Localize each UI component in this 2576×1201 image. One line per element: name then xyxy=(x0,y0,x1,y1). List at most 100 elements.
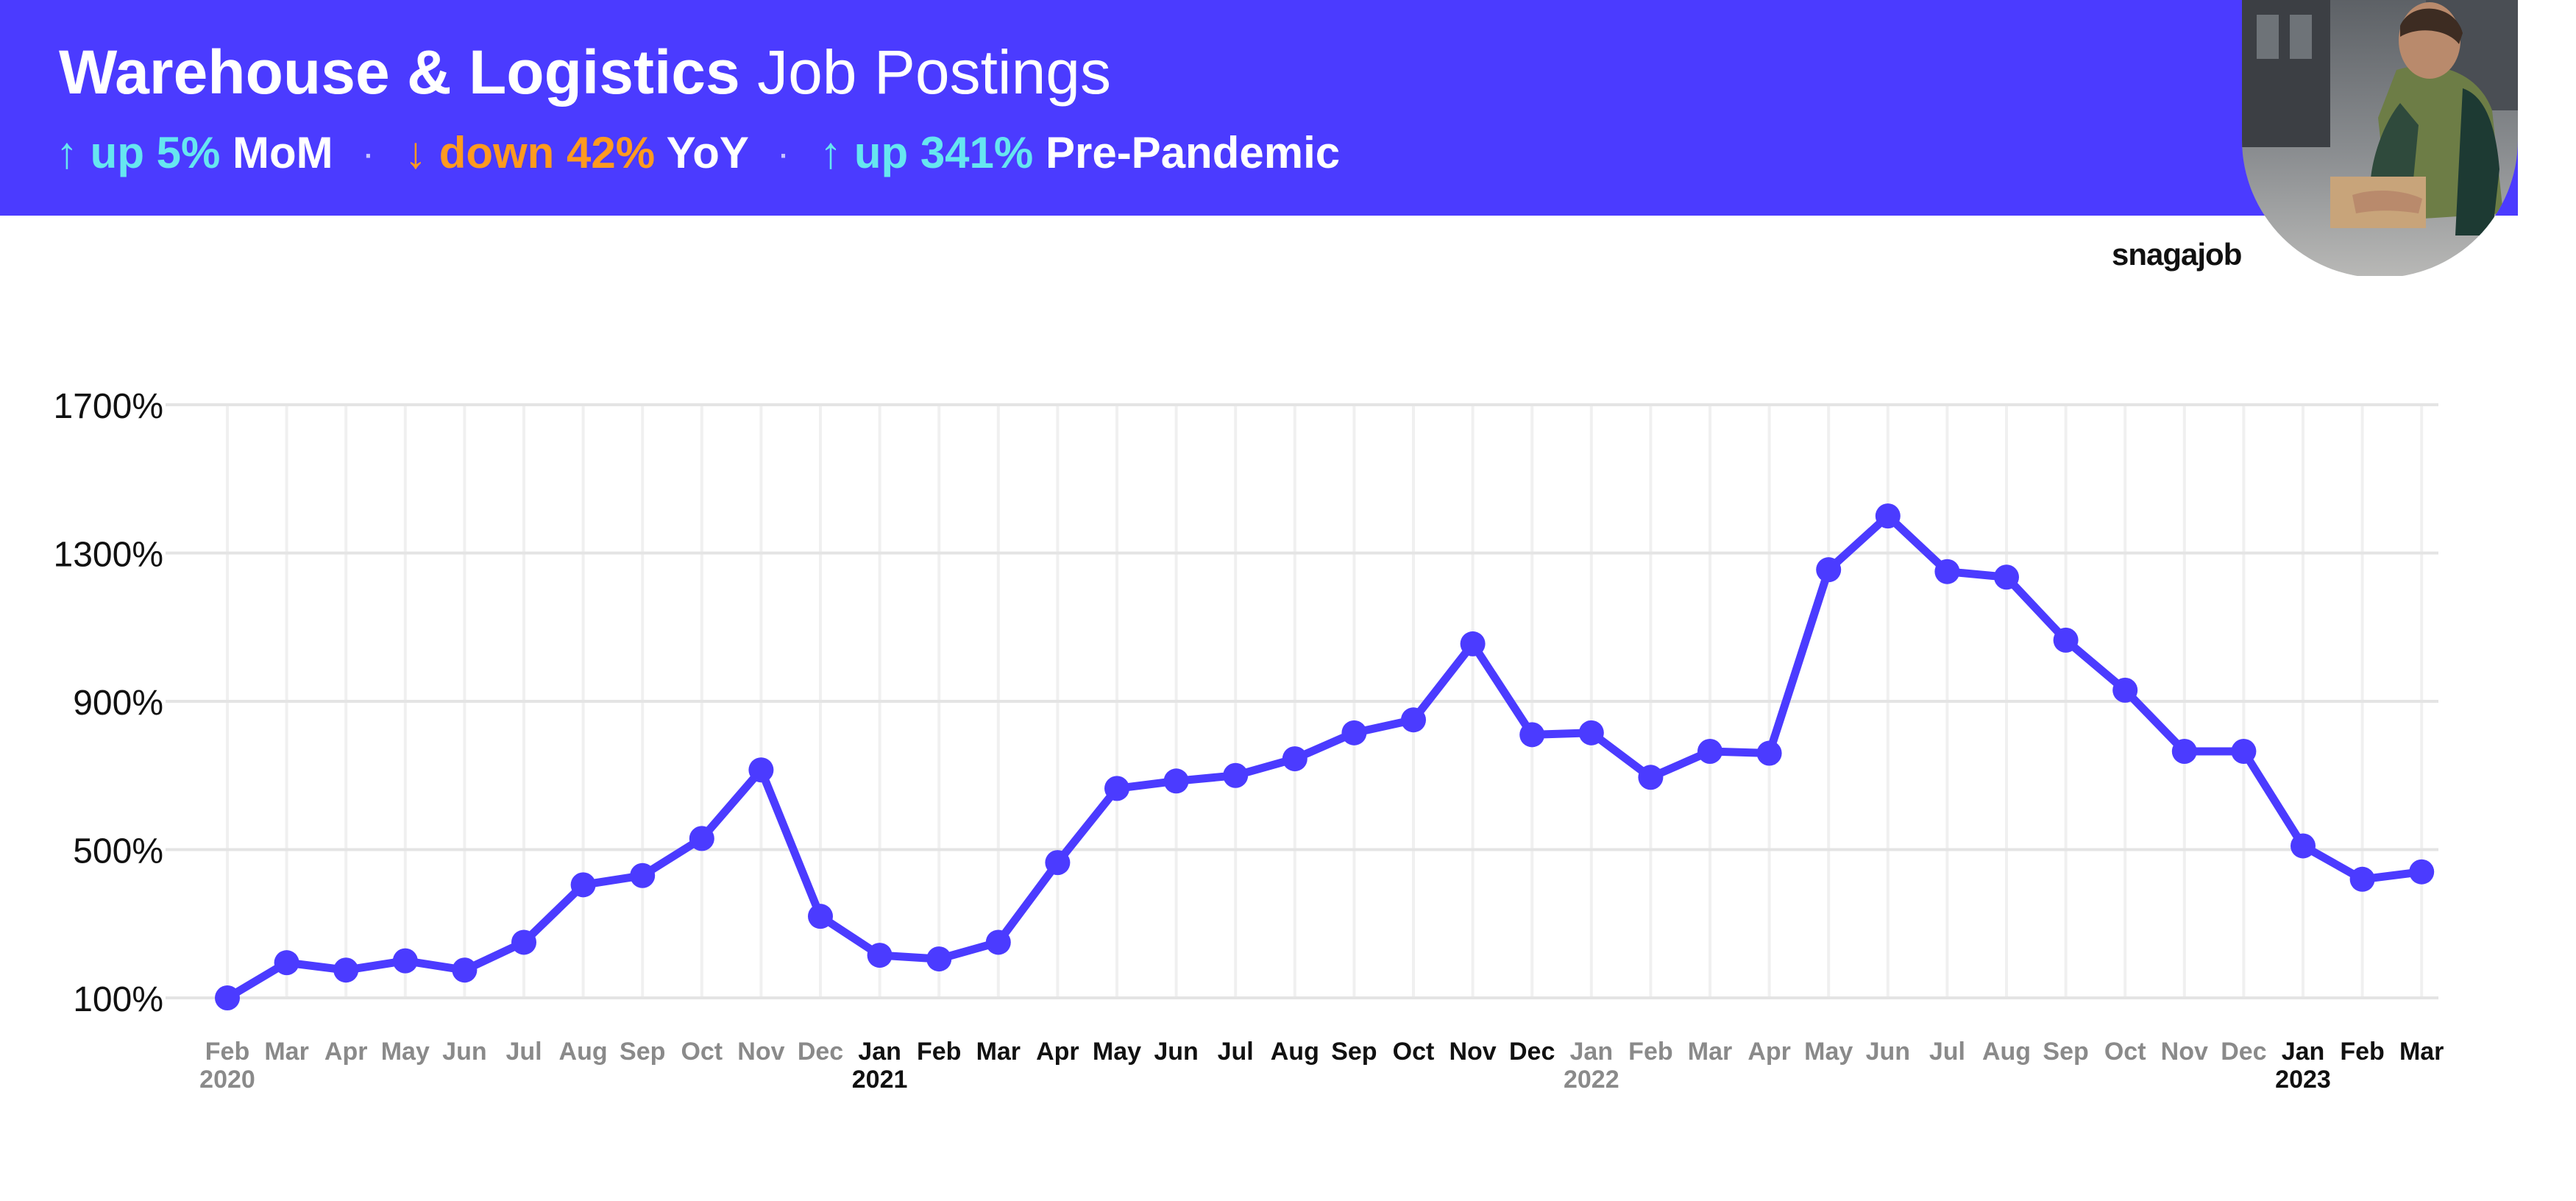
x-tick-label: Apr xyxy=(1748,1038,1791,1066)
data-point xyxy=(2349,866,2375,892)
y-tick-label: 500% xyxy=(73,832,163,871)
x-tick-label: May xyxy=(1093,1038,1141,1066)
x-tick-label: Jan xyxy=(2282,1038,2325,1066)
x-tick-label: Dec xyxy=(2221,1038,2266,1066)
worker-photo xyxy=(2242,0,2518,276)
data-point xyxy=(1934,559,1960,584)
data-point xyxy=(333,957,359,983)
data-point xyxy=(2231,739,2257,765)
x-tick-label: Oct xyxy=(1393,1038,1435,1066)
data-point xyxy=(1341,720,1367,745)
data-point xyxy=(511,929,536,955)
stat-yoy-label: YoY xyxy=(666,128,748,177)
data-point xyxy=(1816,557,1842,583)
x-tick-label: Apr xyxy=(1036,1038,1079,1066)
stat-mom: ↑ up 5% MoM xyxy=(56,128,345,177)
x-tick-label: Feb xyxy=(1628,1038,1672,1066)
data-point xyxy=(2291,833,2316,859)
x-tick-label: Jul xyxy=(1929,1038,1965,1066)
data-point xyxy=(392,948,418,974)
y-tick-label: 900% xyxy=(73,684,163,723)
data-point xyxy=(2112,677,2138,703)
x-tick-label: Aug xyxy=(1982,1038,2031,1066)
data-point xyxy=(1045,850,1071,876)
x-tick-label: Oct xyxy=(2104,1038,2146,1066)
header-banner xyxy=(0,0,2518,216)
x-tick-label: Nov xyxy=(1449,1038,1496,1066)
data-point xyxy=(2409,859,2435,885)
data-point xyxy=(926,946,952,972)
y-tick-label: 1300% xyxy=(54,536,163,575)
x-year-label: 2023 xyxy=(2275,1066,2331,1094)
stat-prepandemic: ↑ up 341% Pre-Pandemic xyxy=(820,128,1340,177)
stat-mom-label: MoM xyxy=(233,128,333,177)
data-point xyxy=(274,950,299,976)
data-point xyxy=(1460,631,1486,656)
data-point xyxy=(1578,720,1604,745)
arrow-down-icon: ↓ xyxy=(405,128,427,177)
x-year-label: 2021 xyxy=(852,1066,908,1094)
stat-prepandemic-change: up 341% xyxy=(854,128,1034,177)
x-tick-label: Jul xyxy=(505,1038,542,1066)
data-point xyxy=(1282,746,1307,772)
x-tick-label: Dec xyxy=(1509,1038,1555,1066)
series-line xyxy=(223,511,2426,1002)
data-point xyxy=(748,757,774,783)
stat-prepandemic-label: Pre-Pandemic xyxy=(1045,128,1341,177)
x-tick-label: Jun xyxy=(1866,1038,1910,1066)
x-tick-label: Jul xyxy=(1218,1038,1254,1066)
x-tick-label: Feb xyxy=(917,1038,961,1066)
x-year-label: 2020 xyxy=(199,1066,255,1094)
arrow-up-icon: ↑ xyxy=(56,128,78,177)
x-tick-label: Jan xyxy=(1570,1038,1614,1066)
x-tick-label: Mar xyxy=(2399,1038,2444,1066)
data-point xyxy=(630,862,656,888)
x-tick-label: May xyxy=(1804,1038,1853,1066)
data-point xyxy=(1994,564,2019,590)
snagajob-logo: snagajob xyxy=(2112,237,2242,272)
stats-row: ↑ up 5% MoM · ↓ down 42% YoY · ↑ up 341%… xyxy=(56,124,1340,185)
x-tick-label: Mar xyxy=(264,1038,308,1066)
y-tick-label: 100% xyxy=(73,980,163,1019)
arrow-up-icon: ↑ xyxy=(820,128,842,177)
data-point xyxy=(1756,740,1782,766)
data-point xyxy=(1638,765,1664,790)
stat-mom-change: up 5% xyxy=(90,128,221,177)
x-tick-label: Nov xyxy=(737,1038,784,1066)
stat-yoy-change: down 42% xyxy=(439,128,656,177)
title-bold: Warehouse & Logistics xyxy=(59,38,740,107)
data-point xyxy=(1104,776,1129,801)
data-point xyxy=(1875,503,1901,529)
data-point xyxy=(2053,627,2079,653)
page-title: Warehouse & Logistics Job Postings xyxy=(59,35,1111,109)
data-point xyxy=(1163,768,1189,794)
stat-separator: · xyxy=(364,141,374,171)
data-point xyxy=(867,943,893,968)
x-tick-label: Jan xyxy=(858,1038,901,1066)
data-point xyxy=(1223,762,1249,788)
x-tick-label: Aug xyxy=(559,1038,608,1066)
data-point xyxy=(689,826,714,851)
data-point xyxy=(1401,707,1426,733)
x-tick-label: Aug xyxy=(1271,1038,1319,1066)
data-point xyxy=(570,872,596,898)
x-tick-label: Oct xyxy=(681,1038,723,1066)
data-point xyxy=(1697,739,1722,765)
data-point xyxy=(985,929,1011,955)
x-tick-label: May xyxy=(381,1038,430,1066)
x-tick-label: Mar xyxy=(1688,1038,1732,1066)
x-year-label: 2022 xyxy=(1564,1066,1619,1094)
x-tick-label: Nov xyxy=(2161,1038,2208,1066)
x-tick-label: Sep xyxy=(1331,1038,1377,1066)
x-tick-label: Feb xyxy=(205,1038,249,1066)
x-tick-label: Apr xyxy=(324,1038,368,1066)
title-light: Job Postings xyxy=(757,38,1112,107)
data-point xyxy=(808,904,833,929)
x-tick-label: Jun xyxy=(442,1038,486,1066)
data-point xyxy=(452,957,478,983)
x-tick-label: Dec xyxy=(798,1038,843,1066)
y-tick-label: 1700% xyxy=(54,387,163,426)
x-tick-label: Feb xyxy=(2340,1038,2384,1066)
stat-separator: · xyxy=(779,141,789,171)
